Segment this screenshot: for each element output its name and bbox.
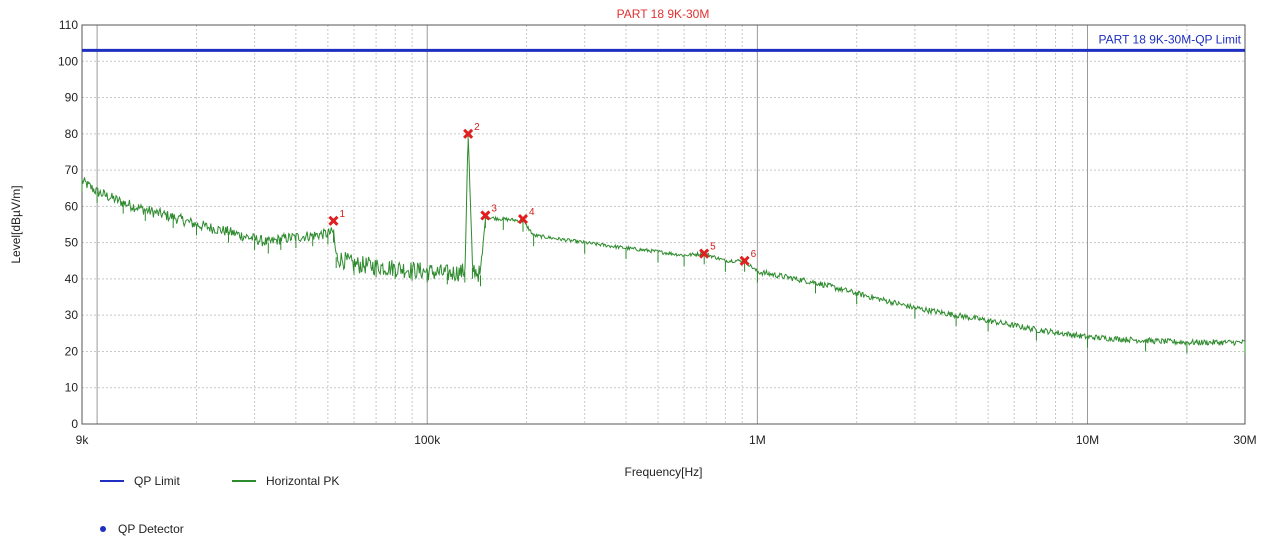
peak-marker-label: 5	[710, 242, 716, 253]
x-tick-label: 30M	[1233, 433, 1256, 447]
y-tick-label: 0	[71, 417, 78, 431]
peak-marker-x	[517, 213, 529, 225]
legend-dot-icon	[100, 526, 106, 532]
y-tick-label: 100	[58, 54, 78, 68]
x-tick-label: 100k	[414, 433, 441, 447]
peak-marker-label: 2	[474, 122, 480, 133]
y-tick-label: 110	[59, 18, 78, 32]
peak-marker: 6	[739, 249, 757, 266]
grid	[82, 24, 1245, 425]
y-tick-label: 90	[65, 91, 79, 105]
legend-swatch	[100, 480, 124, 482]
legend-swatch	[232, 480, 256, 482]
legend-label: Horizontal PK	[266, 474, 340, 488]
x-tick-label: 1M	[749, 433, 766, 447]
x-axis-title: Frequency[Hz]	[624, 465, 702, 479]
legend-item: QP Detector	[100, 522, 184, 536]
series-line-horizontal-pk	[81, 133, 1246, 354]
x-axis: 9k 100k 1M 10M 30M	[76, 433, 1257, 447]
series-group	[81, 133, 1246, 354]
y-tick-label: 50	[65, 236, 79, 250]
y-tick-label: 80	[65, 127, 79, 141]
peak-marker: 2	[463, 122, 480, 139]
y-tick-label: 10	[65, 381, 79, 395]
peak-marker-x	[739, 255, 750, 266]
peak-marker-label: 4	[529, 207, 535, 218]
qp-limit-label: PART 18 9K-30M-QP Limit	[1099, 32, 1242, 46]
y-axis: 0 10 20 30 40 50 60 70 80 90 100 110	[58, 18, 78, 431]
peak-marker-x	[463, 128, 474, 139]
y-axis-title: Level[dBµV/m]	[9, 185, 23, 263]
peak-marker-x	[480, 210, 491, 221]
peak-marker-label: 1	[339, 209, 345, 220]
y-tick-label: 70	[65, 163, 79, 177]
y-tick-label: 20	[65, 344, 79, 358]
legend-item: Horizontal PK	[232, 474, 339, 488]
peak-marker: 3	[480, 203, 497, 221]
markers: 1 2 3 4 5 6	[328, 122, 757, 266]
x-tick-label: 9k	[76, 433, 90, 447]
y-tick-label: 40	[65, 272, 79, 286]
chart-title: PART 18 9K-30M	[617, 7, 710, 21]
peak-marker-x	[699, 248, 710, 259]
y-tick-label: 60	[65, 199, 79, 213]
plot-frame	[81, 24, 1246, 425]
peak-marker: 1	[328, 209, 345, 226]
y-tick-label: 30	[65, 308, 79, 322]
peak-marker-x	[328, 215, 339, 226]
peak-marker-label: 6	[751, 249, 757, 260]
peak-marker: 5	[699, 242, 716, 259]
legend-item: QP Limit	[100, 474, 180, 488]
legend-label: QP Detector	[118, 522, 184, 536]
peak-marker-label: 3	[491, 203, 497, 214]
x-tick-label: 10M	[1076, 433, 1099, 447]
peak-marker: 4	[517, 207, 535, 225]
legend-label: QP Limit	[134, 474, 180, 488]
